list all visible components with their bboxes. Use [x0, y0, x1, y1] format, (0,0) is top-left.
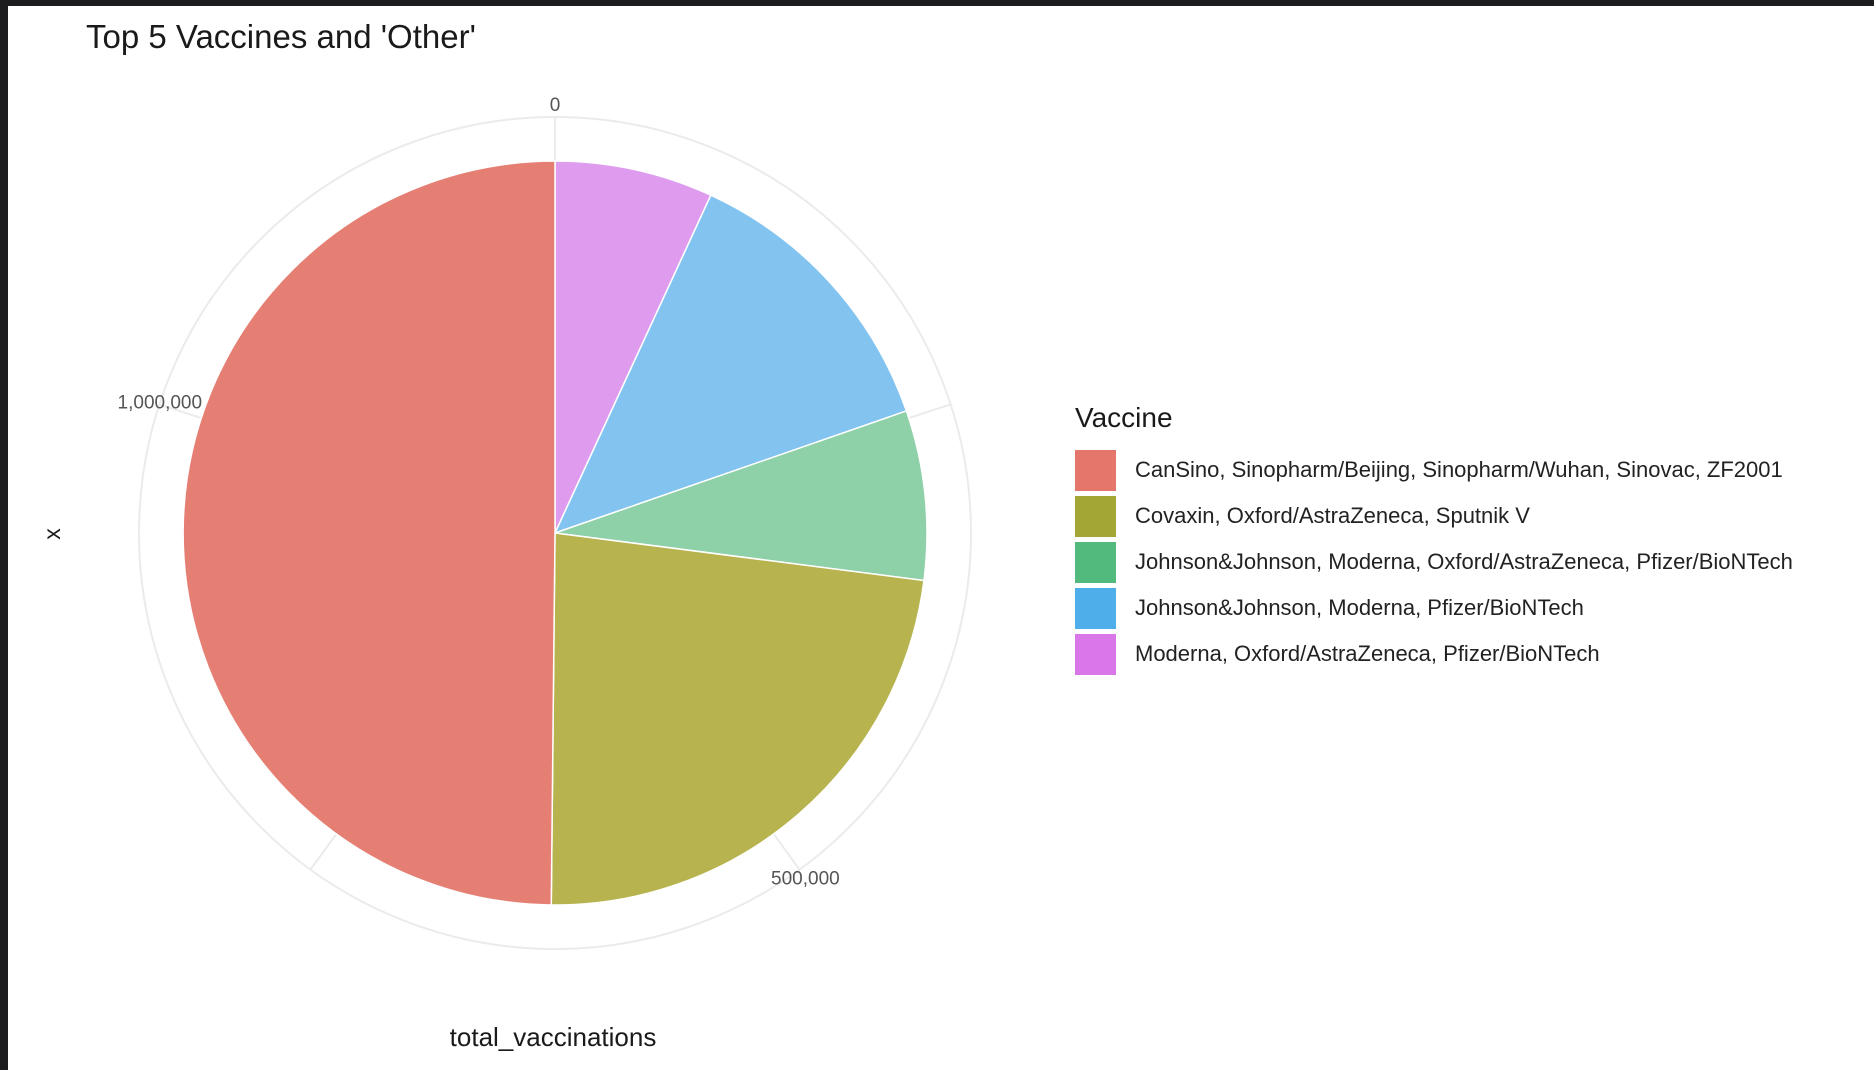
legend-item: Moderna, Oxford/AstraZeneca, Pfizer/BioN… — [1075, 631, 1793, 677]
legend-swatch — [1075, 541, 1116, 583]
pie-slice-cansino-sinopharm-beijing-sinopharm-wuhan-sinovac-zf2001 — [182, 160, 556, 906]
pie-chart: Top 5 Vaccines and 'Other' 0 500,000 1,000… — [39, 18, 972, 1052]
chart-title: Top 5 Vaccines and 'Other' — [86, 18, 476, 55]
legend-item: Covaxin, Oxford/AstraZeneca, Sputnik V — [1075, 493, 1793, 539]
legend-swatch — [1075, 633, 1116, 675]
legend-items: CanSino, Sinopharm/Beijing, Sinopharm/Wu… — [1075, 447, 1793, 677]
legend: Vaccine CanSino, Sinopharm/Beijing, Sino… — [1075, 402, 1793, 677]
legend-label: Moderna, Oxford/AstraZeneca, Pfizer/BioN… — [1135, 641, 1600, 666]
chart-panel: Top 5 Vaccines and 'Other' 0 500,000 1,000… — [8, 6, 1874, 1070]
legend-label: Johnson&Johnson, Moderna, Oxford/AstraZe… — [1135, 549, 1793, 574]
pie-slices — [182, 160, 928, 906]
pie-slice-covaxin-oxford-astrazeneca-sputnik-v — [550, 532, 925, 906]
pie-slice-johnson-johnson-moderna-pfizer-biontech — [553, 194, 908, 535]
pie-slice-johnson-johnson-moderna-oxford-astrazeneca-pfizer-biontech — [554, 410, 928, 582]
legend-label: Covaxin, Oxford/AstraZeneca, Sputnik V — [1135, 503, 1530, 528]
legend-item: Johnson&Johnson, Moderna, Pfizer/BioNTec… — [1075, 585, 1793, 631]
radial-tick-label: 500,000 — [771, 869, 840, 890]
legend-swatch — [1075, 449, 1116, 491]
legend-item: CanSino, Sinopharm/Beijing, Sinopharm/Wu… — [1075, 447, 1793, 493]
x-axis-label: total_vaccinations — [450, 1022, 657, 1052]
y-axis-label: x — [39, 528, 65, 540]
legend-title: Vaccine — [1075, 402, 1173, 433]
pie-slice-moderna-oxford-astrazeneca-pfizer-biontech — [554, 160, 712, 534]
radial-tick-label: 0 — [550, 95, 561, 116]
legend-swatch — [1075, 495, 1116, 537]
legend-label: Johnson&Johnson, Moderna, Pfizer/BioNTec… — [1135, 595, 1584, 620]
legend-item: Johnson&Johnson, Moderna, Oxford/AstraZe… — [1075, 539, 1793, 585]
legend-swatch — [1075, 587, 1116, 629]
legend-label: CanSino, Sinopharm/Beijing, Sinopharm/Wu… — [1135, 457, 1783, 482]
radial-tick-label: 1,000,000 — [118, 392, 203, 413]
radial-tick-labels: 0 500,000 1,000,000 — [118, 95, 840, 890]
